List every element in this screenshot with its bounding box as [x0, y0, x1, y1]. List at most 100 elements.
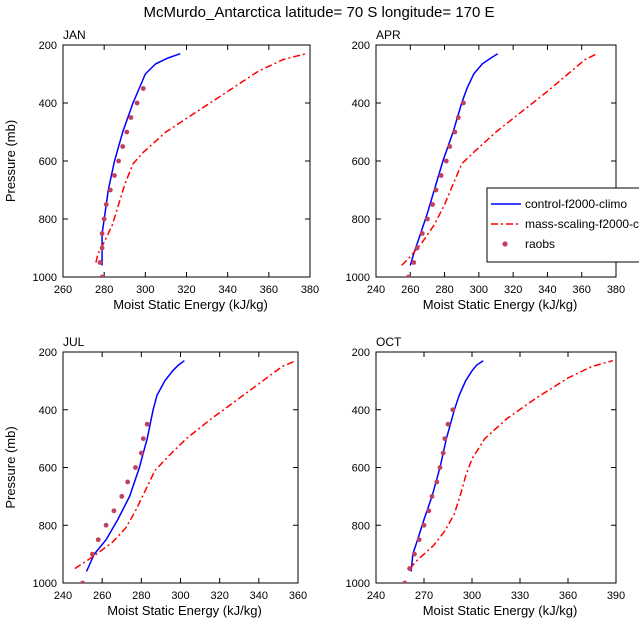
raobs-point	[442, 436, 448, 442]
control-f2000-climo-line	[85, 360, 185, 572]
plot-frame	[375, 351, 617, 584]
raobs-point	[407, 566, 412, 571]
panel-title: JAN	[63, 28, 86, 42]
mass-scaling-f2000-climo-line	[74, 360, 297, 570]
plot-frame	[62, 44, 311, 278]
y-tick-label: 800	[39, 520, 57, 532]
x-tick-label: 360	[559, 590, 577, 602]
x-tick-label: 380	[607, 284, 625, 296]
raobs-point	[99, 274, 105, 277]
control-f2000-climo-line	[101, 52, 181, 266]
raobs-point	[443, 158, 449, 164]
raobs-point	[430, 202, 435, 207]
y-tick-label: 400	[39, 98, 57, 110]
raobs-point	[450, 407, 456, 413]
raobs-point	[134, 100, 140, 106]
y-tick-label: 400	[352, 98, 370, 110]
figure-title: McMurdo_Antarctica latitude= 70 S longit…	[143, 4, 494, 21]
raobs-point	[125, 479, 131, 485]
raobs-point	[103, 202, 109, 207]
raobs-point	[455, 115, 461, 120]
raobs-point	[433, 187, 439, 193]
raobs-point	[437, 465, 443, 470]
x-axis-label: Moist Static Energy (kJ/kg)	[423, 603, 578, 618]
raobs-point	[116, 158, 121, 164]
x-tick-label: 300	[171, 590, 189, 602]
panel-title: APR	[376, 28, 401, 42]
raobs-point	[406, 274, 411, 277]
x-tick-label: 340	[218, 284, 236, 296]
legend-label: mass-scaling-f2000-climo	[525, 217, 639, 231]
x-tick-label: 300	[463, 590, 481, 602]
raobs-point	[412, 551, 417, 557]
raobs-point	[89, 551, 95, 557]
raobs-point	[120, 144, 126, 149]
raobs-point	[112, 173, 117, 178]
y-tick-label: 200	[352, 40, 370, 52]
mass-scaling-f2000-climo-line	[95, 52, 307, 263]
raobs-point	[103, 522, 109, 528]
y-tick-label: 200	[39, 347, 57, 359]
y-tick-label: 600	[39, 463, 57, 475]
raobs-point	[111, 508, 117, 514]
y-tick-label: 600	[352, 156, 370, 168]
x-tick-label: 300	[470, 284, 488, 296]
raobs-point	[107, 187, 113, 193]
raobs-point	[80, 580, 85, 583]
y-tick-label: 400	[352, 405, 370, 417]
raobs-point	[95, 537, 101, 543]
raobs-point	[421, 522, 427, 528]
x-tick-label: 260	[401, 284, 419, 296]
x-tick-label: 260	[54, 284, 72, 296]
chart-panel-apr: 240 260 280 300 320 340 360 380 200 400 600 800 1000…	[346, 28, 626, 312]
x-tick-label: 240	[367, 284, 385, 296]
raobs-point	[133, 465, 138, 470]
raobs-point	[426, 508, 432, 514]
chart-panel-jul: 240 260 280 300 320 340 360 200 400 600 800 1000 JUL…	[3, 335, 307, 618]
panels: 260 280 300 320 340 360 380 200 400 600 800 1000 JAN…	[3, 28, 625, 618]
raobs-point	[119, 493, 125, 499]
raobs-point	[440, 450, 446, 456]
y-tick-label: 600	[352, 463, 370, 475]
raobs-point	[128, 115, 134, 120]
mass-scaling-f2000-climo-line	[409, 359, 613, 570]
series-group	[74, 360, 297, 583]
y-tick-label: 1000	[346, 272, 370, 284]
raobs-point	[411, 260, 417, 265]
raobs-point	[140, 436, 146, 442]
y-tick-label: 1000	[346, 578, 370, 590]
x-tick-label: 280	[132, 590, 150, 602]
raobs-point	[144, 421, 150, 427]
raobs-point	[461, 100, 466, 106]
y-tick-label: 600	[39, 156, 57, 168]
raobs-point	[445, 421, 451, 427]
mass-scaling-f2000-climo-line	[401, 53, 598, 266]
raobs-point	[101, 216, 107, 222]
raobs-point	[419, 231, 425, 236]
raobs-point	[138, 450, 144, 456]
series-group	[401, 53, 598, 277]
raobs-point	[97, 260, 103, 265]
y-axis-label: Pressure (mb)	[3, 426, 18, 508]
x-tick-label: 320	[210, 590, 228, 602]
y-tick-label: 1000	[33, 272, 57, 284]
chart-panel-oct: 240 270 300 330 360 390 200 400 600 800 1000 OCT Moi…	[346, 335, 626, 618]
legend: control-f2000-climo mass-scaling-f2000-cl…	[486, 187, 639, 263]
y-tick-label: 800	[352, 214, 370, 226]
legend-box	[486, 187, 639, 263]
x-tick-label: 320	[177, 284, 195, 296]
x-tick-label: 320	[504, 284, 522, 296]
panel-title: OCT	[376, 335, 402, 349]
x-tick-label: 270	[415, 590, 433, 602]
x-axis-label: Moist Static Energy (kJ/kg)	[423, 297, 578, 312]
x-tick-label: 380	[301, 284, 319, 296]
raobs-point	[99, 245, 105, 251]
raobs-point	[447, 144, 453, 149]
raobs-point	[429, 493, 435, 499]
x-tick-label: 360	[573, 284, 591, 296]
series-group	[402, 359, 613, 583]
x-tick-label: 340	[538, 284, 556, 296]
x-tick-label: 360	[260, 284, 278, 296]
raobs-point	[425, 216, 430, 222]
